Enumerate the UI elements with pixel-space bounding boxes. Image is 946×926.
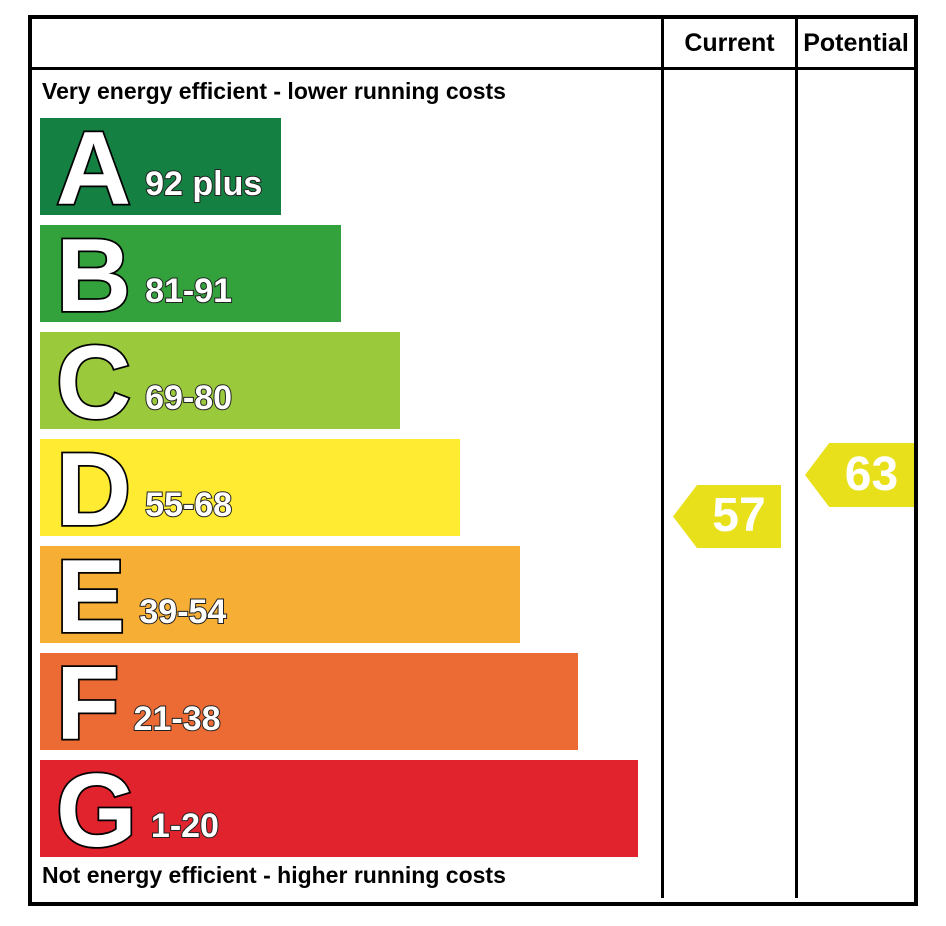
top-caption: Very energy efficient - lower running co… <box>42 78 506 104</box>
potential-column <box>795 70 914 898</box>
band-f: F 21-38 <box>40 645 578 762</box>
band-b-letter: B <box>54 217 133 334</box>
band-d: D 55-68 <box>40 431 460 548</box>
band-d-letter: D <box>54 431 133 548</box>
potential-column-header: Potential <box>795 19 914 67</box>
band-f-letter: F <box>54 645 121 762</box>
table-header-row: Current Potential <box>32 19 914 70</box>
left-pointer-icon <box>805 443 914 507</box>
band-c-range: 69-80 <box>144 379 233 417</box>
potential-rating-value: 63 <box>844 447 899 501</box>
band-e-letter: E <box>54 538 127 655</box>
rating-table: Current Potential Very energy efficient … <box>28 15 918 906</box>
potential-rating-arrow: 63 <box>805 443 914 507</box>
band-g-letter: G <box>54 752 138 869</box>
band-a-range: 92 plus <box>144 165 263 203</box>
current-column-header: Current <box>661 19 795 67</box>
band-f-range: 21-38 <box>133 700 222 738</box>
band-d-range: 55-68 <box>144 486 233 524</box>
band-a: A 92 plus <box>40 110 281 227</box>
left-pointer-icon <box>673 485 781 548</box>
band-b: B 81-91 <box>40 217 341 334</box>
current-rating-value: 57 <box>712 489 766 542</box>
band-c: C 69-80 <box>40 324 400 441</box>
current-column <box>661 70 795 898</box>
band-e-range: 39-54 <box>138 593 227 631</box>
band-c-letter: C <box>54 324 133 441</box>
band-g: G 1-20 <box>40 752 638 869</box>
band-a-letter: A <box>54 110 133 227</box>
current-rating-arrow: 57 <box>673 485 781 548</box>
bottom-caption: Not energy efficient - higher running co… <box>42 862 506 888</box>
band-b-range: 81-91 <box>144 272 233 310</box>
header-spacer <box>32 19 661 67</box>
rating-bands-column: Very energy efficient - lower running co… <box>32 70 661 898</box>
band-e: E 39-54 <box>40 538 520 655</box>
table-body-row: Very energy efficient - lower running co… <box>32 70 914 898</box>
band-g-range: 1-20 <box>150 807 220 845</box>
